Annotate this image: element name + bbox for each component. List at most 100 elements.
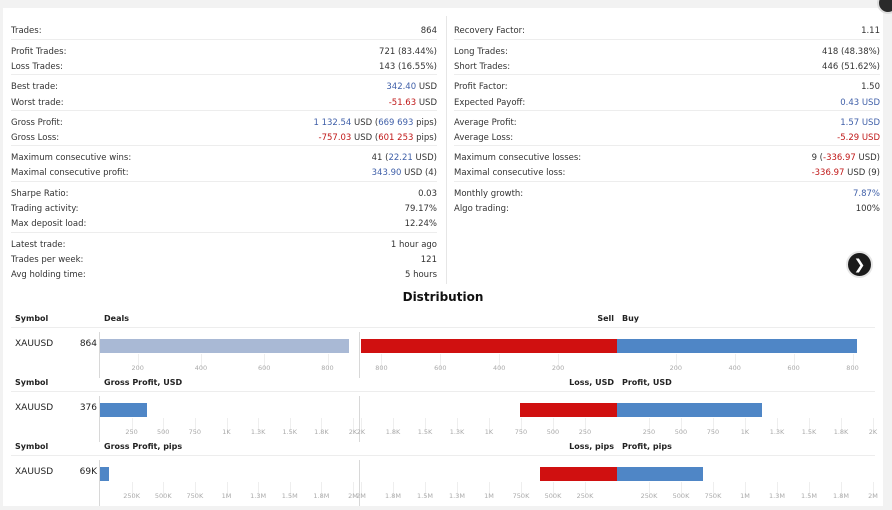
- tick-label: 1M: [484, 492, 494, 500]
- grid-tick: [393, 482, 394, 498]
- stat-value-part: USD: [416, 98, 437, 108]
- grid-tick: [226, 418, 228, 434]
- stat-label: Max deposit load:: [11, 219, 87, 229]
- stat-label: Algo trading:: [454, 204, 509, 214]
- tick-label: 1.3M: [769, 492, 785, 500]
- tick-label: 250: [642, 428, 656, 436]
- right-chart-header-left: Loss, USD: [569, 378, 614, 387]
- tick-label: 250K: [123, 492, 140, 500]
- grid-tick: [425, 418, 426, 434]
- next-page-button[interactable]: ❯: [846, 251, 873, 278]
- tick-label: 750K: [512, 492, 530, 500]
- symbol-header: Symbol: [15, 378, 49, 387]
- stat-value: 342.40 USD: [386, 82, 437, 92]
- statistics-panel: Trades: 864 Profit Trades: 721 (83.44%) Loss…: [3, 8, 883, 506]
- tick-label: 1.3K: [769, 428, 785, 436]
- grid-tick: [457, 418, 458, 434]
- stat-label: Trading activity:: [11, 204, 79, 214]
- tick-label: 1.5K: [801, 428, 817, 436]
- grid-tick: [226, 482, 228, 498]
- stat-value-part: 342.40: [386, 82, 417, 92]
- stat-row: Maximum consecutive wins: 41 (22.21 USD): [11, 152, 437, 164]
- tick-label: 1.3M: [449, 492, 465, 500]
- tick-label: 500K: [544, 492, 562, 500]
- grid-tick: [745, 418, 746, 434]
- stat-value-part: 721 (83.44%): [379, 47, 437, 57]
- tick-label: 1.5M: [801, 492, 817, 500]
- grid-tick: [393, 418, 394, 434]
- tick-label: 1.8M: [833, 492, 849, 500]
- stat-value: -51.63 USD: [389, 98, 437, 108]
- tick-label: 1.8M: [385, 492, 401, 500]
- grid-tick: [321, 418, 323, 434]
- left-bar: [100, 339, 349, 353]
- stat-value-part: 1.50: [861, 82, 880, 92]
- tick-label: 2M: [348, 492, 358, 500]
- stat-value-part: USD (9): [844, 168, 880, 178]
- buy-profit-bar: [617, 403, 763, 417]
- stat-row: Latest trade: 1 hour ago: [11, 239, 437, 251]
- stat-value: -5.29 USD: [837, 133, 880, 143]
- grid-tick: [809, 482, 810, 498]
- tick-label: 1K: [484, 428, 494, 436]
- count-cell: 864: [79, 339, 97, 349]
- header-divider: [11, 327, 875, 328]
- tick-label: 200: [131, 364, 144, 372]
- count-cell: 69K: [79, 467, 97, 477]
- grid-tick: [194, 482, 196, 498]
- stat-value: 0.03: [418, 189, 437, 199]
- stat-row: Loss Trades: 143 (16.55%): [11, 61, 437, 73]
- left-bar: [100, 403, 147, 417]
- sell-loss-bar: [540, 467, 617, 481]
- grid-tick: [713, 482, 714, 498]
- stat-value: 418 (48.38%): [822, 47, 880, 57]
- stat-label: Sharpe Ratio:: [11, 189, 69, 199]
- right-chart-header-right: Profit, USD: [622, 378, 672, 387]
- tick-label: 1.8M: [313, 492, 330, 500]
- right-chart-header-right: Buy: [622, 314, 640, 323]
- row-separator: [11, 39, 437, 40]
- tick-label: 250: [578, 428, 592, 436]
- tick-label: 1.5M: [417, 492, 433, 500]
- symbol-cell: XAUUSD: [15, 467, 54, 477]
- stat-label: Worst trade:: [11, 98, 64, 108]
- stat-value: 1.57 USD: [840, 118, 880, 128]
- tick-label: 250: [125, 428, 138, 436]
- stat-row: Worst trade: -51.63 USD: [11, 97, 437, 109]
- tick-label: 1.5M: [281, 492, 298, 500]
- column-divider: [446, 16, 447, 284]
- tick-label: 500: [546, 428, 560, 436]
- sell-loss-bar: [520, 403, 617, 417]
- tick-label: 200: [551, 364, 565, 372]
- stat-label: Trades:: [11, 26, 42, 36]
- row-separator: [454, 39, 880, 40]
- stat-row: Average Loss: -5.29 USD: [454, 132, 880, 144]
- tick-label: 1.5K: [417, 428, 433, 436]
- tick-label: 750K: [186, 492, 204, 500]
- tick-label: 2K: [868, 428, 878, 436]
- stat-label: Gross Loss:: [11, 133, 60, 143]
- close-icon[interactable]: [877, 0, 892, 14]
- stat-value: -336.97 USD (9): [812, 168, 880, 178]
- row-separator: [454, 145, 880, 146]
- symbol-cell: XAUUSD: [15, 339, 54, 349]
- grid-tick: [258, 418, 260, 434]
- stat-label: Profit Trades:: [11, 47, 67, 57]
- stat-value-part: 864: [420, 26, 437, 36]
- stat-label: Profit Factor:: [454, 82, 508, 92]
- tick-label: 750: [706, 428, 720, 436]
- grid-tick: [457, 482, 458, 498]
- grid-tick: [381, 354, 383, 370]
- grid-tick: [649, 482, 650, 498]
- stat-value: 79.17%: [405, 204, 437, 214]
- stat-value-part: 418 (48.38%): [822, 47, 880, 57]
- tick-label: 500: [157, 428, 170, 436]
- stat-label: Long Trades:: [454, 47, 508, 57]
- stat-label: Recovery Factor:: [454, 26, 525, 36]
- grid-tick: [361, 418, 362, 434]
- stat-row: Max deposit load: 12.24%: [11, 218, 437, 230]
- stat-label: Latest trade:: [11, 240, 66, 250]
- tick-label: 2M: [868, 492, 878, 500]
- tick-label: 600: [787, 364, 800, 372]
- stat-value-part: 121: [420, 255, 437, 265]
